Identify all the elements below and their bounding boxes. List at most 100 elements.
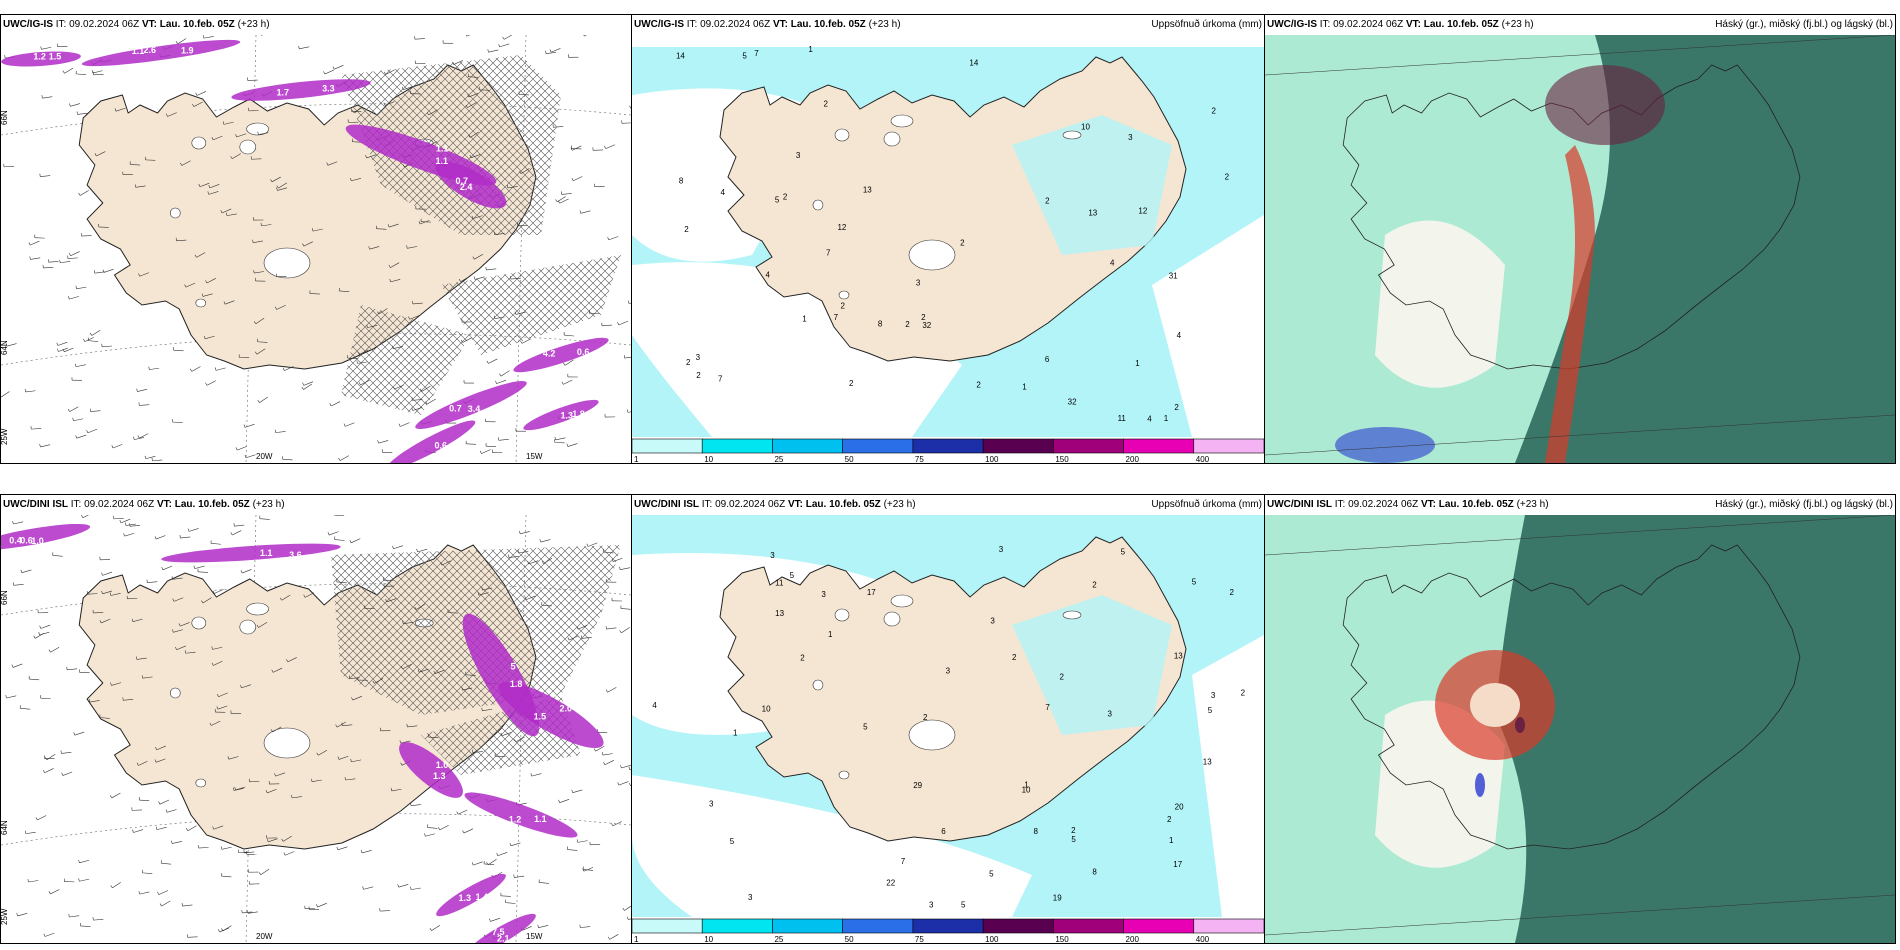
wind-barb: [357, 349, 369, 355]
panel-header: UWC/IG-IS IT: 09.02.2024 06Z VT: Lau. 10…: [3, 19, 270, 30]
wind-barb: [217, 692, 228, 698]
wind-barb: [209, 720, 221, 726]
wind-barb: [483, 860, 495, 866]
wind-barb: [276, 182, 288, 189]
wind-barb: [138, 797, 150, 801]
no-precip-area: [1152, 215, 1264, 437]
wind-barb: [510, 276, 521, 280]
wind-barb: [83, 337, 94, 342]
panel-title: Uppsöfnuð úrkoma (mm): [1151, 499, 1262, 510]
wind-barb: [592, 147, 604, 151]
clear-area: [1375, 220, 1505, 388]
precip-value: 1: [1169, 836, 1174, 845]
wind-barb: [334, 536, 345, 541]
colorbar-tick: 150: [1055, 935, 1069, 943]
wind-barb: [67, 255, 78, 259]
precip-value: 1: [1164, 414, 1169, 423]
precip-value: 1: [802, 315, 807, 324]
precip-value: 5: [989, 870, 994, 879]
precip-value: 13: [1088, 208, 1097, 217]
precip-value: 1: [733, 729, 738, 738]
wind-value: 3.4: [468, 404, 481, 414]
wind-barb: [308, 906, 320, 910]
wind-barb: [392, 384, 404, 390]
wind-barb: [438, 825, 449, 831]
precip-value: 7: [901, 857, 906, 866]
wind-barb: [458, 276, 470, 282]
wind-speed-band: [498, 681, 604, 749]
wind-barb: [137, 433, 149, 439]
glacier: [834, 608, 850, 622]
precip-value: 4: [1177, 331, 1182, 340]
wind-barb: [110, 682, 122, 686]
wind-barb: [12, 521, 24, 525]
wind-barb: [198, 182, 210, 188]
precip-value: 4: [1147, 414, 1152, 423]
precip-value: 2: [849, 379, 854, 388]
wind-barb: [311, 778, 322, 783]
wind-barb: [392, 545, 404, 550]
cloud-map: [1265, 35, 1895, 463]
wind-barb: [486, 358, 498, 364]
wind-barb: [571, 176, 583, 182]
wind-barb: [185, 825, 197, 832]
wind-barb: [73, 731, 85, 736]
wind-barb: [205, 380, 216, 386]
wind-barb: [537, 924, 549, 928]
wind-barb: [89, 408, 101, 412]
wind-barb: [581, 635, 592, 639]
panel-title: Háský (gr.), miðský (fj.bl.) og lágský (…: [1715, 499, 1893, 510]
precip-value: 3: [1128, 133, 1133, 142]
wind-barb: [428, 734, 439, 739]
wind-barb: [379, 908, 390, 912]
wind-barb: [79, 669, 90, 673]
wind-value: 0.4: [9, 536, 22, 546]
wind-barb: [30, 426, 42, 430]
colorbar-swatch: [632, 918, 703, 934]
wind-barb: [500, 892, 511, 897]
wind-barb: [611, 557, 623, 562]
wind-value: 1.1: [260, 548, 273, 558]
colorbar-tick: 50: [845, 455, 854, 463]
precip-value: 8: [1092, 867, 1097, 876]
wind-barb: [192, 101, 203, 107]
wind-barb: [244, 454, 256, 459]
wind-barb: [266, 835, 277, 839]
wind-barb: [433, 669, 445, 674]
precip-colorbar: 1 10 25 50 75 100 150 200 400: [632, 438, 1264, 463]
wind-barb: [220, 208, 232, 214]
wind-barb: [420, 385, 431, 392]
panel-precip-igis: UWC/IG-IS IT: 09.02.2024 06Z VT: Lau. 10…: [631, 14, 1265, 464]
wind-barb: [506, 184, 518, 189]
wind-speed-band: [415, 381, 527, 429]
wind-barb: [198, 845, 209, 849]
wind-value: 3.3: [322, 83, 335, 93]
wind-barb: [485, 418, 496, 423]
precip-value: 3: [990, 616, 995, 625]
wind-barb: [514, 736, 525, 743]
wind-barb: [33, 632, 45, 639]
wind-barb: [62, 67, 74, 74]
wind-barb: [233, 523, 245, 527]
wind-barb: [5, 695, 17, 699]
wind-barb: [583, 35, 587, 37]
wind-barb: [132, 829, 144, 833]
wind-barb: [129, 161, 141, 166]
wind-barb: [329, 401, 341, 407]
glacier: [169, 207, 181, 219]
wind-barb: [350, 758, 362, 763]
wind-barb: [333, 515, 345, 517]
wind-barb: [620, 764, 631, 769]
precip-area: [1012, 115, 1172, 255]
wind-barb: [250, 156, 262, 160]
no-precip-area: [632, 35, 1264, 47]
wind-barb: [210, 540, 221, 545]
colorbar-swatch: [842, 438, 914, 454]
wind-barb: [283, 851, 295, 856]
wind-barb: [259, 515, 270, 520]
precip-value: 3: [696, 353, 701, 362]
wind-barb: [471, 861, 483, 866]
wind-barb: [358, 380, 370, 386]
colorbar-tick: 75: [915, 455, 924, 463]
panel-title: Uppsöfnuð úrkoma (mm): [1151, 19, 1262, 30]
